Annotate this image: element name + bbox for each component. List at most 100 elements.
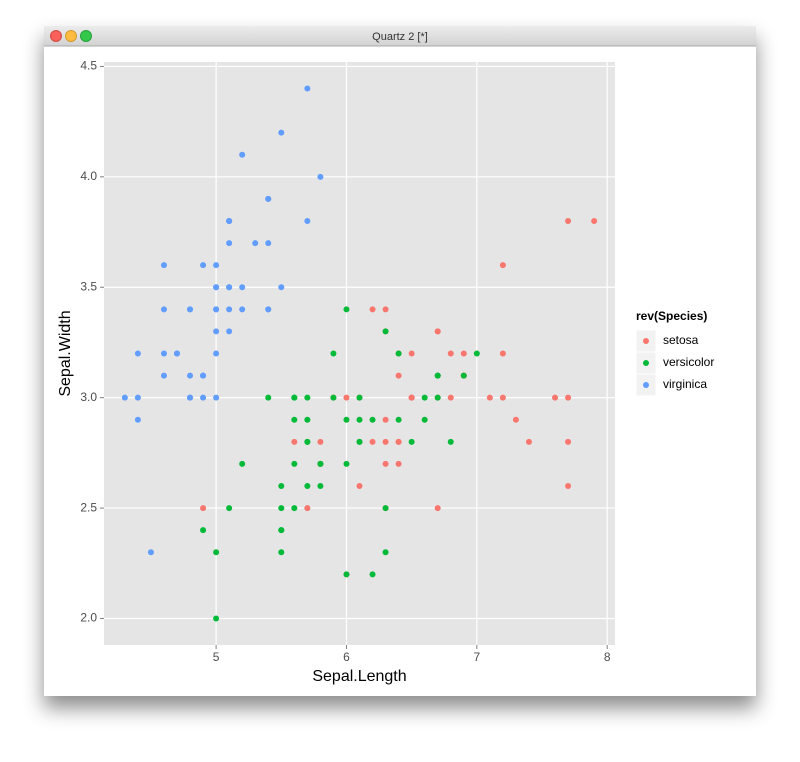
point [382, 416, 389, 423]
point [382, 306, 389, 313]
point [226, 306, 233, 313]
point [434, 394, 441, 401]
point [213, 549, 220, 556]
point [160, 306, 167, 313]
point [304, 483, 311, 489]
y-tick-label: 3.5 [80, 279, 97, 293]
point [213, 284, 220, 291]
close-button[interactable] [50, 30, 62, 42]
panel [104, 62, 615, 645]
point [174, 350, 180, 357]
legend-label: setosa [663, 333, 699, 347]
point [187, 372, 194, 379]
point [369, 438, 376, 445]
point [239, 284, 246, 291]
point [200, 372, 207, 379]
point [343, 571, 350, 578]
point [265, 240, 272, 247]
y-axis-title: Sepal.Width [57, 310, 74, 396]
point [460, 350, 467, 357]
y-tick-label: 4.0 [80, 169, 97, 183]
point [369, 306, 376, 313]
point [382, 549, 389, 556]
point [160, 350, 167, 357]
point [356, 438, 363, 445]
point [226, 505, 233, 512]
point [160, 262, 167, 269]
point [291, 416, 298, 423]
point [200, 527, 207, 534]
point [356, 483, 363, 489]
point [187, 306, 194, 313]
point [317, 173, 324, 180]
point [226, 328, 233, 335]
point [565, 394, 572, 401]
point [304, 85, 311, 92]
point [304, 438, 311, 445]
point [499, 350, 506, 357]
point [239, 151, 246, 158]
point [343, 460, 350, 467]
point [473, 350, 480, 357]
minimize-button[interactable] [65, 30, 77, 42]
point [304, 394, 311, 401]
title-bar [44, 26, 756, 46]
point [382, 460, 389, 467]
point [382, 438, 389, 445]
point [226, 284, 233, 291]
x-tick-label: 6 [343, 650, 350, 664]
point [369, 416, 376, 423]
point [226, 240, 233, 247]
point [408, 438, 415, 445]
point [447, 438, 454, 445]
point [317, 483, 324, 489]
zoom-button[interactable] [80, 30, 92, 42]
point [278, 129, 285, 136]
legend-label: versicolor [663, 355, 714, 369]
point [343, 416, 350, 423]
point [304, 416, 311, 423]
point [278, 505, 285, 512]
point [434, 505, 441, 512]
legend-swatch [643, 382, 649, 388]
point [460, 372, 467, 379]
point [330, 350, 337, 357]
point [226, 218, 233, 224]
point [369, 571, 376, 578]
point [134, 350, 141, 357]
point [421, 416, 428, 423]
point [512, 416, 519, 423]
y-tick-label: 4.5 [80, 59, 97, 73]
point [213, 328, 220, 335]
legend-swatch [643, 360, 649, 366]
y-tick-label: 3.0 [80, 390, 97, 404]
point [447, 394, 454, 401]
point [552, 394, 559, 401]
point [291, 394, 298, 401]
window-title: Quartz 2 [*] [372, 31, 428, 43]
point [395, 460, 402, 467]
point [408, 394, 415, 401]
point [356, 394, 363, 401]
point [213, 306, 220, 313]
point [200, 262, 207, 269]
point [213, 615, 220, 622]
legend-swatch [643, 338, 649, 344]
point [565, 438, 572, 445]
point [525, 438, 532, 445]
point [408, 350, 415, 357]
y-tick-label: 2.5 [80, 500, 97, 514]
point [382, 328, 389, 335]
point [213, 262, 220, 269]
x-tick-label: 5 [213, 650, 220, 664]
point [291, 438, 298, 445]
point [499, 262, 506, 269]
point [134, 416, 141, 423]
point [499, 394, 506, 401]
point [213, 350, 220, 357]
point [200, 505, 207, 512]
point [382, 505, 389, 512]
point [278, 284, 285, 291]
point [304, 505, 311, 512]
